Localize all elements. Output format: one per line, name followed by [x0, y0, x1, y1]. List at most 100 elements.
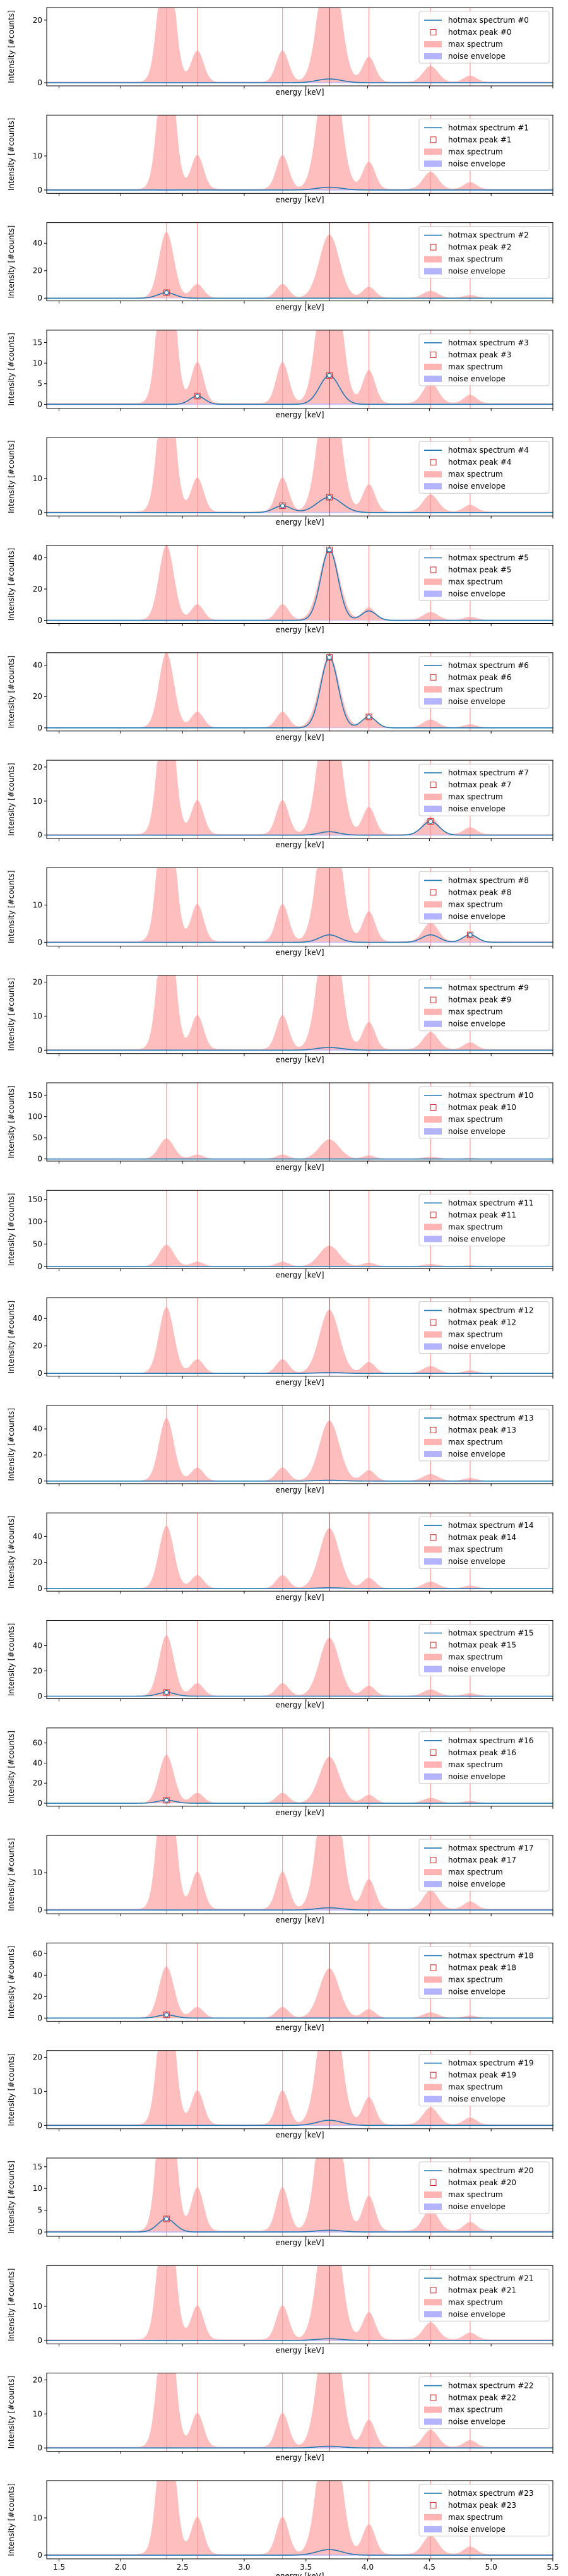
axes-frame	[46, 1942, 553, 2022]
x-axis-label: energy [keV]	[275, 2346, 324, 2354]
y-tick-label: 150	[28, 1195, 42, 1203]
x-axis-label: energy [keV]	[275, 1593, 324, 1602]
legend-max-spectrum-entry: max spectrum	[448, 2406, 503, 2414]
y-tick-label: 0	[37, 400, 42, 408]
y-tick-label: 20	[33, 692, 42, 701]
legend-fill-handle	[424, 794, 442, 801]
legend-peak-entry: hotmax peak #18	[448, 1963, 516, 1972]
legend-peak-entry: hotmax peak #6	[448, 673, 511, 682]
legend: hotmax spectrum #21 hotmax peak #21 max sp…	[418, 2269, 550, 2322]
axes-frame	[46, 867, 553, 946]
legend-spectrum-entry: hotmax spectrum #10	[448, 1091, 534, 1100]
legend-noise-entry: noise envelope	[448, 1880, 506, 1888]
legend-max-spectrum-entry: max spectrum	[448, 1222, 503, 1231]
legend-fill-handle	[424, 1546, 442, 1553]
spectrum-panel-22: 0 10 20 energy [keV] Intensity [#counts] hotm…	[7, 2373, 553, 2462]
legend: hotmax spectrum #12 hotmax peak #12 max sp…	[418, 1301, 550, 1354]
legend-spectrum-entry: hotmax spectrum #6	[448, 661, 529, 670]
y-tick-label: 50	[33, 1133, 42, 1142]
spectrum-panel-18: 0 20 40 60 energy [keV] Intensity [#counts] ho…	[7, 1942, 553, 2032]
plot-area	[47, 975, 553, 1054]
y-tick-label: 0	[37, 2227, 42, 2236]
legend-marker-handle	[430, 2179, 437, 2186]
max-spectrum-area	[47, 2480, 553, 2555]
legend-box	[418, 871, 550, 924]
y-axis-label: Intensity [#counts]	[7, 871, 16, 944]
axes-frame	[46, 760, 553, 839]
legend-max-spectrum-entry: max spectrum	[448, 2083, 503, 2092]
legend-peak-entry: hotmax peak #0	[448, 28, 511, 37]
x-axis-label: energy [keV]	[275, 195, 324, 204]
legend-marker-handle	[430, 1319, 437, 1326]
y-axis-label: Intensity [#counts]	[7, 655, 16, 729]
legend-box	[418, 979, 550, 1032]
legend-noise-entry: noise envelope	[448, 2095, 506, 2104]
y-tick-label: 20	[33, 2053, 42, 2061]
legend-fill-handle	[424, 1869, 442, 1876]
peak-marker-square	[163, 1797, 170, 1804]
legend-spectrum-entry: hotmax spectrum #17	[448, 1844, 534, 1852]
legend-marker-handle	[430, 29, 437, 35]
legend-max-spectrum-entry: max spectrum	[448, 40, 503, 49]
y-tick-label: 10	[33, 797, 42, 806]
legend-spectrum-entry: hotmax spectrum #7	[448, 768, 529, 777]
legend-marker-handle	[430, 2501, 437, 2508]
axes-frame	[46, 2157, 553, 2237]
plot-area	[47, 868, 553, 946]
legend-fill-handle	[424, 1450, 442, 1457]
spectrum-panel-17: 0 10 energy [keV] Intensity [#counts] hotmax…	[7, 1835, 553, 1924]
legend-noise-entry: noise envelope	[448, 1020, 506, 1029]
peak-marker-circle	[163, 2012, 169, 2018]
max-spectrum-area	[47, 1138, 553, 1159]
legend-spectrum-entry: hotmax spectrum #16	[448, 1736, 534, 1745]
x-axis-label: energy [keV]	[275, 88, 324, 97]
legend-noise-entry: noise envelope	[448, 1665, 506, 1674]
y-tick-label: 40	[33, 1642, 42, 1650]
max-spectrum-area	[47, 1966, 553, 2018]
plot-area	[47, 1297, 553, 1376]
legend-max-spectrum-entry: max spectrum	[448, 1760, 503, 1769]
legend-noise-entry: noise envelope	[448, 1342, 506, 1351]
x-axis-label: energy [keV]	[275, 518, 324, 527]
y-tick-label: 10	[33, 2513, 42, 2522]
legend-noise-entry: noise envelope	[448, 267, 506, 276]
peak-marker-circle	[280, 503, 285, 508]
y-tick-label: 0	[37, 724, 42, 732]
legend: hotmax spectrum #10 hotmax peak #10 max sp…	[418, 1086, 550, 1139]
peak-marker-square	[163, 289, 170, 296]
legend-box	[418, 2376, 550, 2430]
peak-marker-circle	[366, 714, 372, 720]
peak-marker-square	[163, 1689, 170, 1696]
legend-fill-handle	[424, 256, 442, 263]
y-tick-label: 0	[37, 78, 42, 87]
legend-spectrum-entry: hotmax spectrum #4	[448, 446, 529, 455]
legend-fill-handle	[424, 1881, 442, 1888]
spectrum-panel-10: 0 50 100 150 energy [keV] Intensity [#counts]…	[7, 1082, 553, 1172]
hotmax-spectrum-line	[47, 2549, 553, 2556]
hotmax-spectrum-line	[47, 2014, 553, 2019]
legend-noise-entry: noise envelope	[448, 374, 506, 383]
peak-marker-circle	[468, 932, 473, 938]
y-axis-label: Intensity [#counts]	[7, 1085, 16, 1159]
y-tick-label: 20	[33, 1450, 42, 1459]
legend-max-spectrum-entry: max spectrum	[448, 1975, 503, 1984]
axes-frame	[46, 222, 553, 302]
axes-frame	[46, 2265, 553, 2344]
peak-marker-square	[326, 372, 333, 379]
y-axis-label: Intensity [#counts]	[7, 2161, 16, 2234]
legend-spectrum-entry: hotmax spectrum #11	[448, 1198, 534, 1207]
legend-noise-entry: noise envelope	[448, 52, 506, 61]
legend-spectrum-entry: hotmax spectrum #14	[448, 1521, 534, 1530]
legend-box	[418, 1731, 550, 1784]
peak-marker-circle	[428, 819, 434, 824]
legend-fill-handle	[424, 1773, 442, 1780]
legend-fill-handle	[424, 160, 442, 167]
legend-box	[418, 2054, 550, 2107]
legend: hotmax spectrum #5 hotmax peak #5 max spec…	[418, 549, 550, 601]
y-axis-label: Intensity [#counts]	[7, 1623, 16, 1696]
x-tick-label: 4.0	[362, 2563, 374, 2572]
max-spectrum-area	[47, 438, 553, 513]
axes-frame	[46, 1620, 553, 1699]
y-tick-label: 0	[37, 2443, 42, 2452]
x-tick-label: 3.0	[238, 2563, 250, 2572]
